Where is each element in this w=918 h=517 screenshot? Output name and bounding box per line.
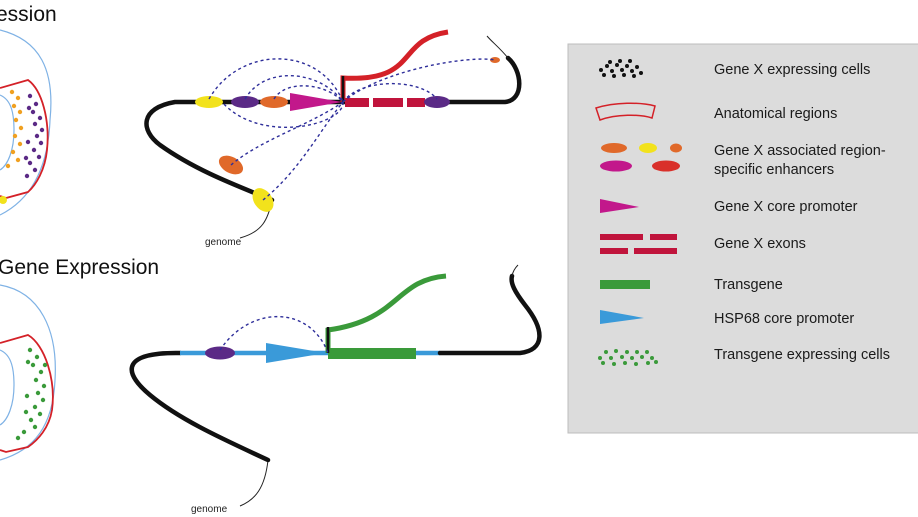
- top-title: ession: [0, 3, 57, 26]
- bottom-panel: Gene Expression: [0, 256, 542, 515]
- top-yellow-cell: [0, 196, 7, 204]
- top-enhancer-orange: [260, 96, 288, 108]
- bottom-title: Gene Expression: [0, 256, 159, 279]
- bottom-transgene: [328, 348, 416, 359]
- bottom-tissue-outline: [0, 284, 56, 461]
- top-enhancer-loops: [208, 58, 496, 201]
- top-exon-1: [345, 98, 369, 107]
- legend-gene-x-cells-icon: [599, 59, 643, 78]
- bottom-genome-strand-right: [437, 273, 542, 356]
- top-genome: genome: [144, 29, 522, 248]
- bottom-genome-thin-right: [511, 264, 519, 277]
- top-enhancer-orange-tail: [490, 57, 500, 63]
- top-exon-2: [373, 98, 403, 107]
- bottom-genome-strand-left: [129, 350, 271, 463]
- legend-hsp68-icon: [600, 310, 644, 324]
- top-tissue-inner-outline: [0, 94, 15, 171]
- top-enhancer-purple-right: [424, 96, 450, 108]
- legend-core-promoter-icon: [600, 199, 639, 213]
- bottom-transcript: [325, 273, 447, 353]
- top-core-promoter: [290, 93, 342, 111]
- top-transcript: [340, 29, 449, 102]
- legend-hsp68-label: HSP68 core promoter: [714, 311, 854, 327]
- top-enhancer-purple: [231, 96, 259, 108]
- legend-enhancers-icon: [600, 143, 682, 172]
- legend-anatomical-icon: [595, 102, 656, 121]
- top-anatomical-region: [0, 79, 49, 199]
- legend-exons-icon: [600, 234, 677, 254]
- bottom-tissue-inner-outline: [0, 349, 15, 426]
- legend-core-promoter-label: Gene X core promoter: [714, 199, 858, 215]
- top-orange-cells: [5, 89, 24, 169]
- legend-transgene-cells-icon: [598, 349, 658, 366]
- legend-gene-x-cells-label: Gene X expressing cells: [714, 62, 870, 78]
- bottom-anatomical-region: [0, 334, 54, 453]
- legend-exons-label: Gene X exons: [714, 236, 806, 252]
- top-panel: ession: [0, 3, 522, 248]
- bottom-hsp68-promoter: [266, 343, 326, 363]
- legend-transgene-label: Transgene: [714, 277, 783, 293]
- legend: Gene X expressing cells Anatomical regio…: [567, 43, 918, 434]
- top-genome-strand-right: [419, 55, 522, 105]
- top-purple-cells: [23, 93, 45, 179]
- bottom-genome: genome: [129, 264, 542, 515]
- bottom-genome-thin-end: [239, 459, 269, 507]
- bottom-tissue: [0, 284, 56, 461]
- top-genome-label: genome: [205, 237, 242, 248]
- legend-enhancers-label-line2: specific enhancers: [714, 162, 834, 178]
- top-tissue-outline: [0, 29, 52, 216]
- top-genome-strand-left: [144, 99, 348, 203]
- legend-enhancers-label-line1: Gene X associated region-: [714, 143, 886, 159]
- bottom-genome-label: genome: [191, 504, 228, 515]
- top-exon-3: [407, 98, 425, 107]
- top-genome-thin-right: [486, 35, 509, 59]
- legend-anatomical-label: Anatomical regions: [714, 106, 837, 122]
- top-enhancer-yellow: [195, 96, 223, 108]
- top-tissue: [0, 29, 52, 216]
- bottom-green-cells: [15, 347, 48, 441]
- bottom-enhancer-purple: [205, 346, 235, 360]
- legend-transgene-cells-label: Transgene expressing cells: [714, 347, 890, 363]
- legend-transgene-icon: [600, 280, 650, 289]
